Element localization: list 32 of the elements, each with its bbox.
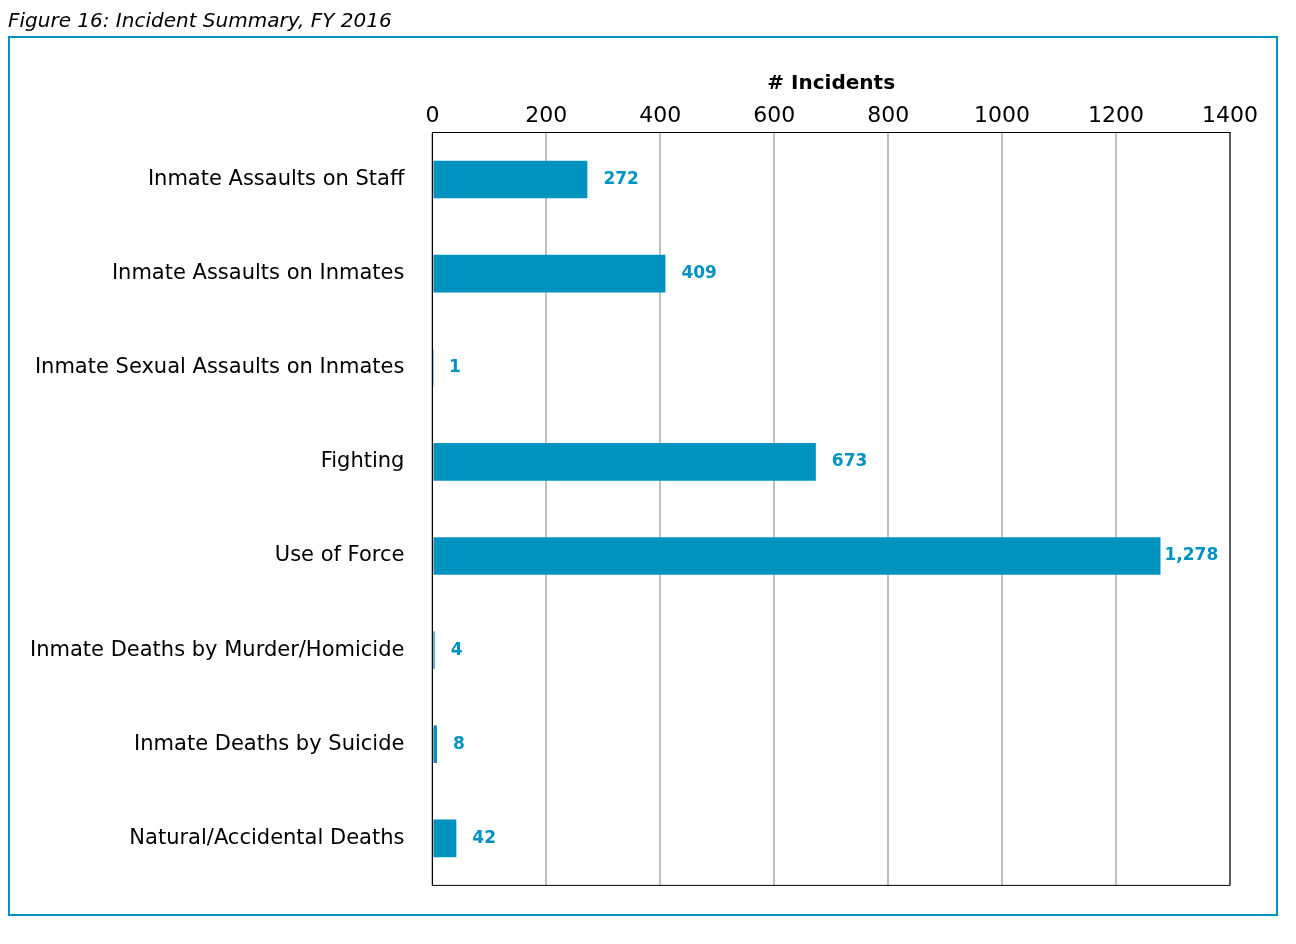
y-tick-label: Inmate Deaths by Murder/Homicide	[30, 636, 405, 661]
y-tick-label: Fighting	[320, 448, 405, 473]
data-label: 1	[448, 356, 461, 377]
bar	[433, 443, 816, 481]
data-label: 409	[681, 262, 717, 283]
data-label: 1,278	[1164, 544, 1219, 565]
x-tick-label: 400	[639, 101, 682, 127]
data-label: 4	[450, 638, 463, 659]
data-label: 673	[831, 450, 868, 471]
y-tick-label: Inmate Assaults on Inmates	[111, 260, 405, 285]
x-tick-label: 600	[753, 101, 796, 127]
data-label: 8	[452, 732, 465, 753]
bar	[433, 819, 457, 858]
x-tick-label: 1000	[974, 101, 1031, 127]
y-tick-label: Use of Force	[274, 542, 405, 567]
y-tick-label: Inmate Assaults on Staff	[147, 165, 405, 190]
text: Figure 16: Incident Summary, FY 2016	[8, 8, 393, 32]
y-tick-label: Inmate Deaths by Suicide	[134, 730, 405, 755]
x-axis-title: # Incidents	[767, 70, 896, 95]
bar	[433, 537, 1161, 575]
x-tick-label: 1400	[1202, 101, 1258, 127]
bar	[433, 160, 588, 199]
bar	[433, 725, 437, 764]
x-tick-label: 1200	[1088, 101, 1145, 127]
data-label: 272	[603, 167, 639, 188]
x-tick-label: 800	[867, 101, 910, 127]
x-tick-label: 200	[525, 101, 568, 127]
y-tick-label: Natural/Accidental Deaths	[129, 824, 405, 849]
data-label: 42	[472, 826, 497, 847]
y-tick-label: Inmate Sexual Assaults on Inmates	[34, 354, 405, 379]
x-tick-label: 0	[425, 101, 440, 127]
bar	[433, 254, 666, 293]
